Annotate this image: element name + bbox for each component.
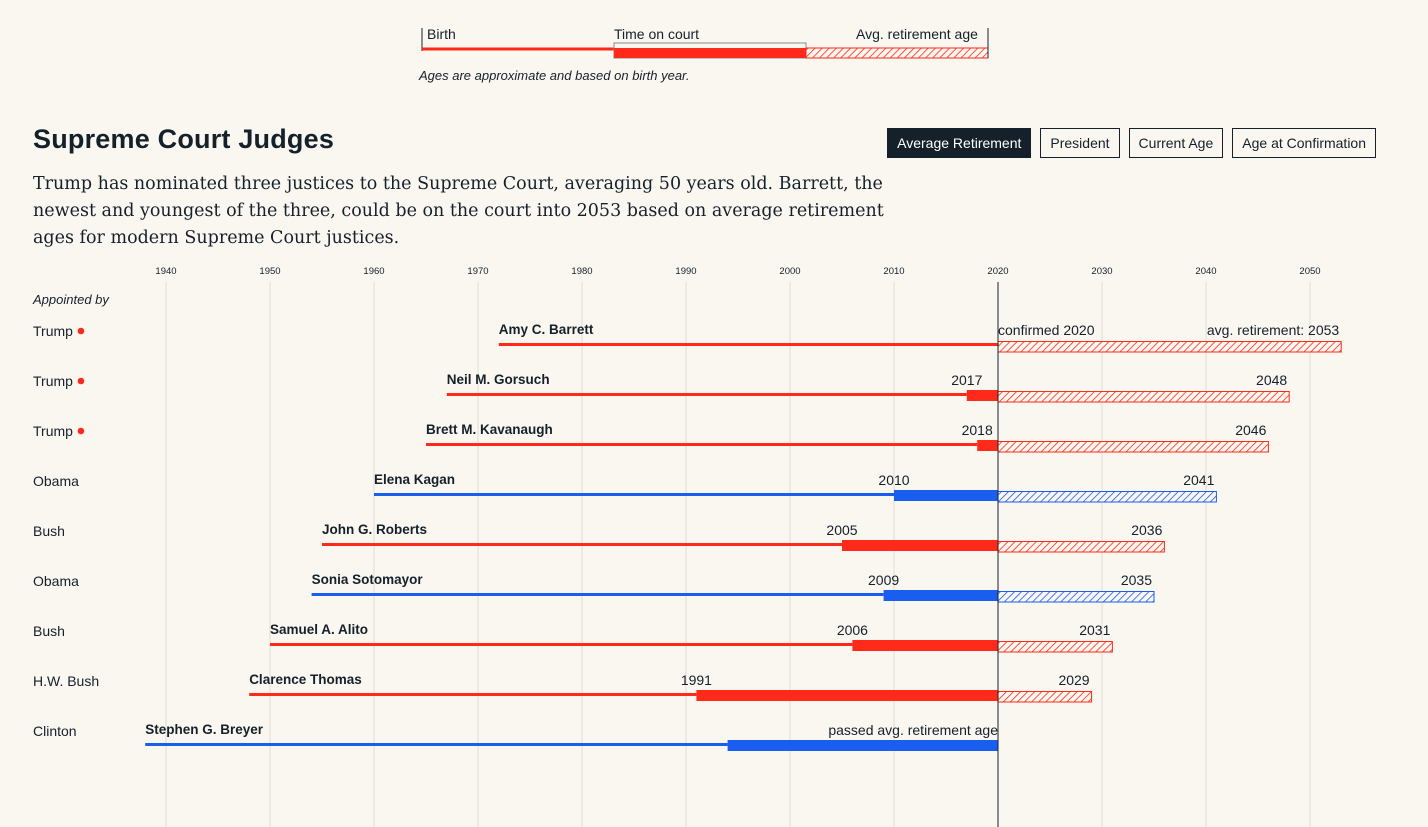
justice-row: Trump Amy C. Barrett confirmed 2020 avg. re… <box>33 322 1342 353</box>
retirement-year-label: 2041 <box>1183 472 1214 488</box>
justice-row: Clinton Stephen G. Breyer passed avg. reti… <box>33 722 998 751</box>
retirement-bar <box>997 391 1290 403</box>
x-tick-label-2010: 2010 <box>883 266 904 277</box>
justice-timeline-chart: 1940 1950 1960 1970 1980 1990 2000 2010 2020 2030… <box>32 266 1342 827</box>
x-tick-label-1980: 1980 <box>571 266 592 277</box>
justice-name: Brett M. Kavanaugh <box>426 422 553 437</box>
x-tick-label-2000: 2000 <box>779 266 800 277</box>
x-tick-label-2050: 2050 <box>1299 266 1320 277</box>
court-bar <box>883 590 998 601</box>
court-bar <box>852 640 998 651</box>
x-tick-label-1960: 1960 <box>363 266 384 277</box>
trump-marker-dot <box>77 327 85 335</box>
trump-marker-dot <box>77 377 85 385</box>
x-tick-label-1940: 1940 <box>155 266 176 277</box>
legend-note: Ages are approximate and based on birth … <box>419 68 690 83</box>
x-tick-label-2020: 2020 <box>987 266 1008 277</box>
x-tick-label-1970: 1970 <box>467 266 488 277</box>
justice-row: Trump Brett M. Kavanaugh 2018 2046 <box>33 422 1269 453</box>
legend-retire-label: Avg. retirement age <box>856 26 978 42</box>
confirmed-year-label: 2010 <box>878 472 909 488</box>
court-bar <box>696 690 998 701</box>
retirement-bar <box>997 341 1342 353</box>
appointed-by-label: Obama <box>33 573 79 589</box>
legend-court-label: Time on court <box>614 26 700 42</box>
legend-court-bar <box>614 48 806 58</box>
retirement-year-label: 2031 <box>1079 622 1110 638</box>
justice-row: Bush John G. Roberts 2005 2036 <box>33 522 1165 553</box>
justice-row: Trump Neil M. Gorsuch 2017 2048 <box>33 372 1290 403</box>
retirement-bar <box>997 541 1165 553</box>
justice-name: John G. Roberts <box>322 522 427 537</box>
appointed-by-label: Clinton <box>33 723 77 739</box>
justice-name: Neil M. Gorsuch <box>447 372 550 387</box>
justice-row: H.W. Bush Clarence Thomas 1991 2029 <box>33 672 1093 703</box>
retirement-year-label: 2029 <box>1058 672 1089 688</box>
justice-row: Bush Samuel A. Alito 2006 2031 <box>33 622 1113 653</box>
justice-name: Elena Kagan <box>374 472 455 487</box>
age-at-confirmation-button[interactable]: Age at Confirmation <box>1232 128 1376 158</box>
x-tick-label-1950: 1950 <box>259 266 280 277</box>
justice-name: Amy C. Barrett <box>499 322 594 337</box>
confirmed-year-label: 2009 <box>868 572 899 588</box>
justice-name: Stephen G. Breyer <box>145 722 264 737</box>
trump-marker-dot <box>77 427 85 435</box>
appointed-by-label: Trump <box>33 373 73 389</box>
retirement-bar <box>997 591 1155 603</box>
current-age-button[interactable]: Current Age <box>1128 128 1224 158</box>
appointed-by-label: Trump <box>33 423 73 439</box>
appointed-by-label: Trump <box>33 323 73 339</box>
x-tick-label-2030: 2030 <box>1091 266 1112 277</box>
court-bar <box>842 540 998 551</box>
retirement-status-label: passed avg. retirement age <box>828 722 998 738</box>
appointed-by-label: H.W. Bush <box>33 673 99 689</box>
legend-retire-bar <box>805 47 989 59</box>
x-tick-label-2040: 2040 <box>1195 266 1216 277</box>
retirement-bar <box>997 491 1217 503</box>
confirmed-year-label: 2006 <box>837 622 868 638</box>
court-bar <box>727 740 998 751</box>
confirmed-year-label: 1991 <box>681 672 712 688</box>
justice-row: Obama Elena Kagan 2010 2041 <box>33 472 1217 503</box>
appointed-by-heading: Appointed by <box>32 292 110 307</box>
appointed-by-label: Bush <box>33 623 65 639</box>
average-retirement-button[interactable]: Average Retirement <box>887 128 1032 158</box>
legend-birth-label: Birth <box>427 26 456 42</box>
view-toggle-group: Average Retirement President Current Age… <box>887 128 1376 158</box>
appointed-by-label: Bush <box>33 523 65 539</box>
justice-name: Clarence Thomas <box>249 672 362 687</box>
retirement-year-label: 2035 <box>1121 572 1152 588</box>
justice-row: Obama Sonia Sotomayor 2009 2035 <box>33 572 1155 603</box>
court-bar <box>894 490 998 501</box>
x-tick-label-1990: 1990 <box>675 266 696 277</box>
legend-graphic <box>421 28 989 59</box>
retirement-bar <box>997 641 1113 653</box>
court-bar <box>966 390 998 401</box>
page-title: Supreme Court Judges <box>33 124 335 154</box>
confirmed-year-label: 2005 <box>826 522 857 538</box>
confirmed-year-label: 2017 <box>951 372 982 388</box>
confirmed-year-label: confirmed 2020 <box>998 322 1095 338</box>
retirement-year-label: 2048 <box>1256 372 1287 388</box>
retirement-year-label: avg. retirement: 2053 <box>1207 322 1340 338</box>
retirement-bar <box>997 441 1269 453</box>
page-description: Trump has nominated three justices to th… <box>33 174 884 248</box>
retirement-year-label: 2046 <box>1235 422 1266 438</box>
appointed-by-label: Obama <box>33 473 79 489</box>
president-button[interactable]: President <box>1040 128 1120 158</box>
retirement-bar <box>997 691 1093 703</box>
court-bar <box>977 440 998 451</box>
justice-name: Sonia Sotomayor <box>312 572 424 587</box>
confirmed-year-label: 2018 <box>962 422 993 438</box>
justice-name: Samuel A. Alito <box>270 622 368 637</box>
retirement-year-label: 2036 <box>1131 522 1162 538</box>
